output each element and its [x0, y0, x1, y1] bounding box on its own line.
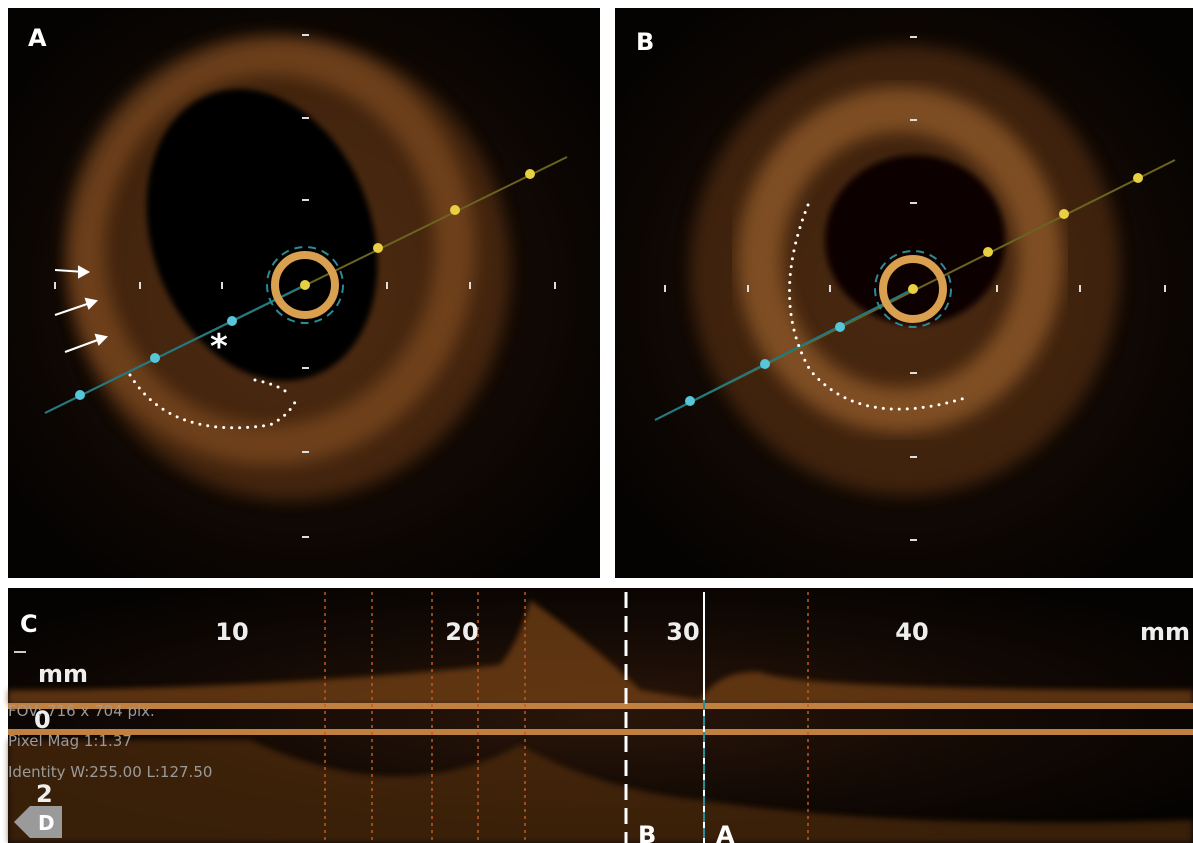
frame-marker: B — [638, 821, 656, 843]
panel-c: C 10 20 30 40 mm mm 0 2 FOV: 716 x 704 p… — [8, 588, 1193, 843]
blue-points-item — [760, 359, 770, 369]
yellow-points-item — [525, 169, 535, 179]
asterisk: * — [210, 327, 228, 367]
length-tick: 40 — [895, 618, 928, 646]
panel-label: B — [636, 28, 654, 56]
overlay-text: FOV: 716 x 704 pix. — [8, 702, 155, 720]
overlay-text: Pixel Mag 1:1.37 — [8, 732, 132, 750]
length-tick: 20 — [445, 618, 478, 646]
figure: A * B — [0, 0, 1193, 843]
blue-points-item — [227, 316, 237, 326]
yellow-points-item — [1059, 209, 1069, 219]
panel-label: C — [20, 610, 38, 638]
blue-points-item — [835, 322, 845, 332]
overlay-text: Identity W:255.00 L:127.50 — [8, 763, 212, 781]
yellow-points-item — [373, 243, 383, 253]
nav-label: D — [38, 811, 55, 835]
catheter-band — [8, 703, 1193, 709]
depth-tick-label: 2 — [36, 780, 53, 808]
panel-b: B — [615, 8, 1193, 578]
catheter-band — [8, 729, 1193, 735]
length-tick: 10 — [215, 618, 248, 646]
yellow-points-item — [450, 205, 460, 215]
panel-label: A — [28, 24, 47, 52]
lumen — [825, 155, 1005, 325]
blue-points-item — [685, 396, 695, 406]
yellow-points-item — [983, 247, 993, 257]
depth-unit: mm — [38, 660, 88, 688]
panel-a: A * — [8, 8, 600, 578]
blue-points-item — [150, 353, 160, 363]
length-tick: 30 — [666, 618, 699, 646]
frame-marker: A — [716, 821, 735, 843]
yellow-points-item — [908, 284, 918, 294]
yellow-points-item — [1133, 173, 1143, 183]
blue-points-item — [75, 390, 85, 400]
length-unit: mm — [1140, 618, 1190, 646]
yellow-points-item — [300, 280, 310, 290]
